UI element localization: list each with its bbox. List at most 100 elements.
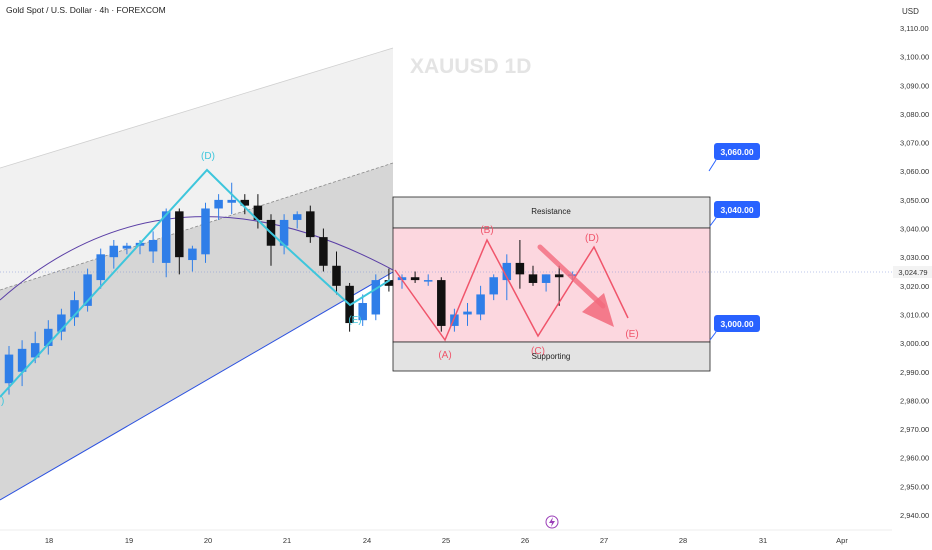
candle[interactable] [528, 265, 538, 286]
channel-upper-line[interactable] [0, 47, 394, 169]
price-tag-3000[interactable]: 3,000.00 [709, 315, 760, 341]
candle[interactable] [489, 274, 498, 301]
svg-text:3,000.00: 3,000.00 [720, 319, 753, 329]
candle[interactable] [17, 340, 27, 387]
channel-lower-fill [0, 163, 393, 500]
forecast-arrow[interactable] [537, 244, 614, 327]
support-zone[interactable] [392, 341, 711, 372]
y-tick-label: 3,110.00 [900, 24, 929, 33]
candle[interactable] [541, 274, 551, 292]
candle[interactable] [515, 239, 525, 289]
y-tick-label: 3,100.00 [900, 53, 929, 62]
instrument-title: Gold Spot / U.S. Dollar · 4h · FOREXCOM [6, 5, 166, 15]
candle[interactable] [423, 274, 433, 286]
y-tick-label: 3,060.00 [900, 167, 929, 176]
candle[interactable] [410, 271, 420, 283]
y-tick-label: 2,990.00 [900, 368, 929, 377]
x-tick-label: 25 [442, 536, 450, 545]
y-tick-label: 3,090.00 [900, 81, 929, 90]
wave-label-red-c: (C) [531, 346, 545, 357]
candle[interactable] [227, 182, 236, 215]
resistance-zone[interactable] [392, 196, 711, 229]
wave-label-red-b: (B) [480, 225, 493, 236]
candle[interactable] [96, 248, 105, 289]
support-label: Supporting [532, 352, 571, 361]
y-tick-label: 3,070.00 [900, 139, 929, 148]
candle[interactable] [292, 211, 302, 229]
y-tick-label: 3,050.00 [900, 196, 929, 205]
x-tick-label: 27 [600, 536, 608, 545]
candle[interactable] [371, 274, 381, 321]
y-tick-label: 2,940.00 [900, 511, 929, 520]
y-tick-label: 2,980.00 [900, 396, 929, 405]
candles-group [4, 182, 577, 395]
candle[interactable] [109, 239, 119, 269]
wave-label-cyan-edge: ) [1, 396, 4, 407]
price-tag-3040[interactable]: 3,040.00 [709, 201, 760, 227]
x-tick-label: 18 [45, 536, 53, 545]
candle[interactable] [175, 208, 184, 275]
x-axis[interactable]: 18 19 20 21 24 25 26 27 28 31 Apr [45, 536, 849, 545]
candle[interactable] [476, 285, 485, 321]
x-tick-label: 20 [204, 536, 212, 545]
resistance-label: Resistance [531, 207, 571, 216]
channel-trend-line[interactable] [0, 271, 394, 501]
watermark: XAUUSD 1D [410, 55, 531, 78]
y-tick-label: 3,010.00 [900, 310, 929, 319]
wave-label-red-a: (A) [438, 350, 451, 361]
candle[interactable] [450, 308, 459, 332]
candle[interactable] [188, 245, 197, 272]
candle[interactable] [358, 294, 367, 326]
lightning-icon[interactable] [545, 515, 559, 529]
candle[interactable] [253, 194, 263, 229]
candle[interactable] [554, 265, 564, 306]
x-tick-label: 28 [679, 536, 687, 545]
candle[interactable] [122, 242, 132, 255]
x-tick-label: 21 [283, 536, 291, 545]
candle[interactable] [83, 268, 92, 312]
x-tick-label: 19 [125, 536, 133, 545]
y-axis[interactable]: 2,940.00 2,950.00 2,960.00 2,970.00 2,980.00… [900, 24, 929, 520]
wave-label-red-e: (E) [625, 329, 638, 340]
candle[interactable] [332, 251, 341, 295]
candle[interactable] [437, 277, 446, 332]
candle[interactable] [463, 303, 472, 326]
candle[interactable] [44, 320, 53, 355]
channel-mid-line[interactable] [0, 162, 394, 291]
wave-label-cyan-d: (D) [201, 151, 215, 162]
current-price-badge: 3,024.79 [893, 266, 932, 278]
y-tick-label: 3,040.00 [900, 225, 929, 234]
y-tick-label: 3,080.00 [900, 110, 929, 119]
wave-label-cyan-e: (E) [348, 315, 361, 326]
x-tick-label: 26 [521, 536, 529, 545]
candle[interactable] [161, 208, 171, 278]
cyan-wave-path[interactable] [0, 168, 391, 398]
channel-upper-fill [0, 48, 393, 290]
candle[interactable] [201, 202, 210, 263]
svg-text:3,060.00: 3,060.00 [720, 147, 753, 157]
y-tick-label: 2,960.00 [900, 454, 929, 463]
x-tick-label: Apr [836, 536, 848, 545]
candle[interactable] [148, 231, 158, 263]
wave-label-red-d: (D) [585, 233, 599, 244]
candle[interactable] [306, 205, 315, 243]
candle[interactable] [70, 291, 79, 326]
candle[interactable] [214, 194, 223, 220]
y-tick-label: 3,030.00 [900, 253, 929, 262]
candle[interactable] [240, 194, 250, 215]
range-zone[interactable] [392, 227, 711, 343]
candle[interactable] [279, 214, 289, 255]
y-tick-label: 2,950.00 [900, 482, 929, 491]
candle[interactable] [57, 308, 66, 341]
candle[interactable] [319, 228, 328, 272]
x-tick-label: 31 [759, 536, 767, 545]
price-tag-3060[interactable]: 3,060.00 [708, 143, 760, 172]
red-wave-path[interactable] [394, 238, 629, 342]
svg-text:3,040.00: 3,040.00 [720, 205, 753, 215]
svg-text:3,024.79: 3,024.79 [898, 268, 927, 277]
y-tick-label: 2,970.00 [900, 425, 929, 434]
y-tick-label: 3,020.00 [900, 282, 929, 291]
currency-label: USD [902, 7, 919, 16]
